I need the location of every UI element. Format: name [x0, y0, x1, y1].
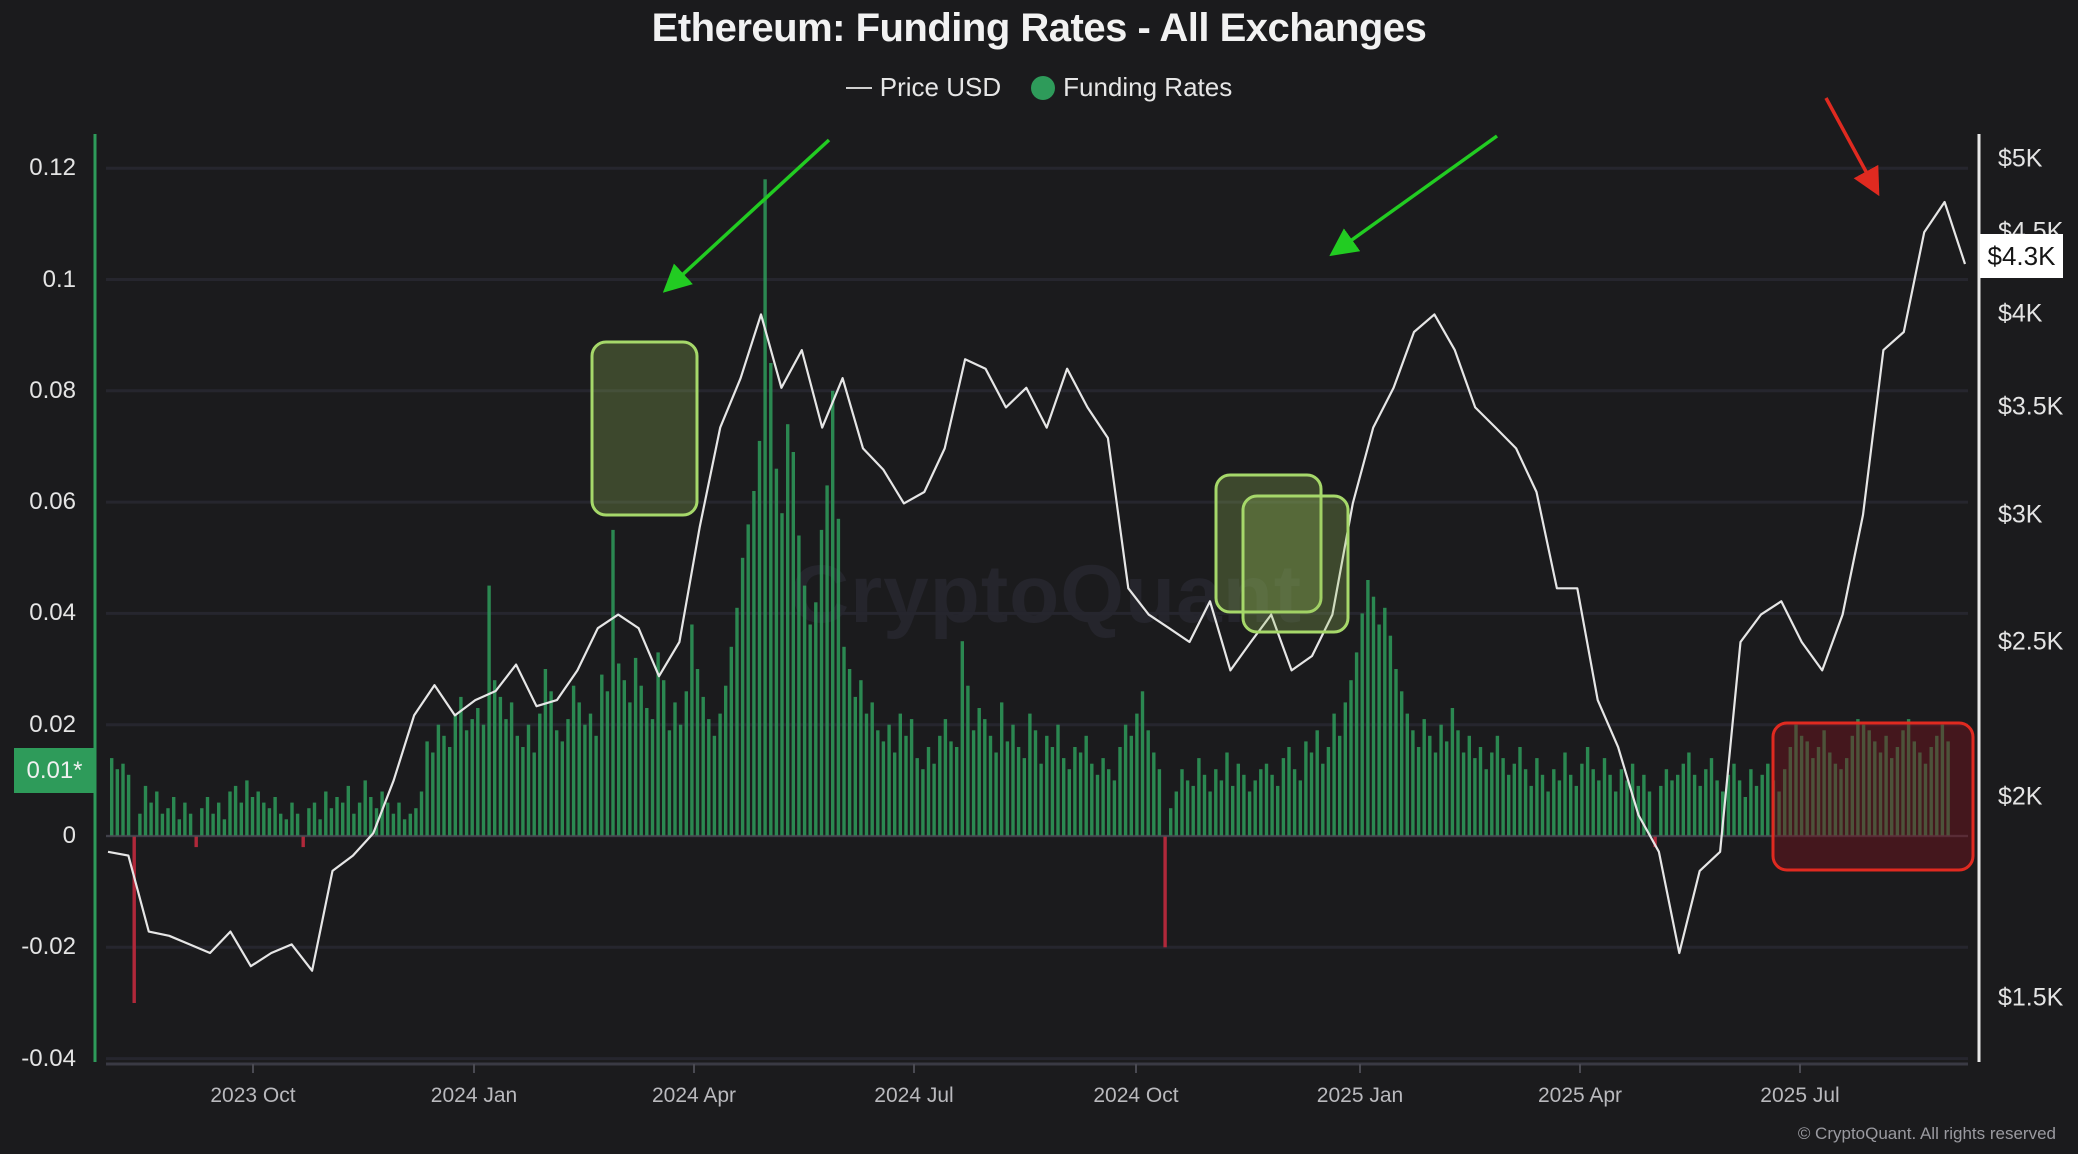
chart-title: Ethereum: Funding Rates - All Exchanges [651, 6, 1427, 50]
right-axis-tick: $3K [1998, 500, 2043, 529]
x-axis-tick: 2024 Jan [430, 1084, 518, 1107]
x-axis-tick: 2023 Oct [210, 1084, 296, 1107]
x-axis-tick: 2025 Jan [1316, 1084, 1404, 1107]
x-axis-tick: 2025 Jul [1760, 1084, 1840, 1107]
left-axis-tick: -0.02 [21, 933, 76, 961]
left-axis-tick: 0.12 [29, 154, 76, 182]
left-axis-current-badge: 0.01* [14, 748, 95, 793]
right-axis-tick: $1.5K [1998, 983, 2064, 1012]
legend: Price USD Funding Rates [0, 72, 2078, 103]
copyright-footer: © CryptoQuant. All rights reserved [1797, 1124, 2056, 1143]
left-axis-tick: 0.02 [29, 710, 76, 738]
left-axis-tick: 0.08 [29, 376, 76, 404]
right-axis-current-price-badge: $4.3K [1980, 234, 2063, 278]
x-axis-tick: 2025 Apr [1537, 1084, 1623, 1107]
right-axis-tick: $2K [1998, 782, 2043, 811]
left-axis-tick: -0.04 [21, 1044, 76, 1072]
right-axis-tick: $3.5K [1998, 392, 2064, 421]
line-icon [845, 86, 872, 89]
x-axis-tick: 2024 Jul [874, 1084, 954, 1107]
legend-label-funding: Funding Rates [1063, 72, 1233, 102]
x-axis-tick: 2024 Apr [651, 1084, 737, 1107]
legend-item-price[interactable]: Price USD [845, 72, 1002, 103]
left-axis-tick: 0.06 [29, 488, 76, 516]
x-axis-tick: 2024 Oct [1093, 1084, 1179, 1107]
dot-icon [1031, 75, 1056, 100]
right-axis-tick: $2.5K [1998, 627, 2064, 656]
right-axis-tick: $4K [1998, 299, 2043, 328]
left-axis-tick: 0.1 [42, 265, 76, 293]
left-axis-tick: 0 [62, 822, 76, 849]
right-axis-tick: $5K [1998, 144, 2043, 173]
left-axis-tick: 0.04 [29, 599, 76, 627]
legend-label-price: Price USD [879, 72, 1002, 102]
legend-item-funding[interactable]: Funding Rates [1031, 72, 1232, 103]
